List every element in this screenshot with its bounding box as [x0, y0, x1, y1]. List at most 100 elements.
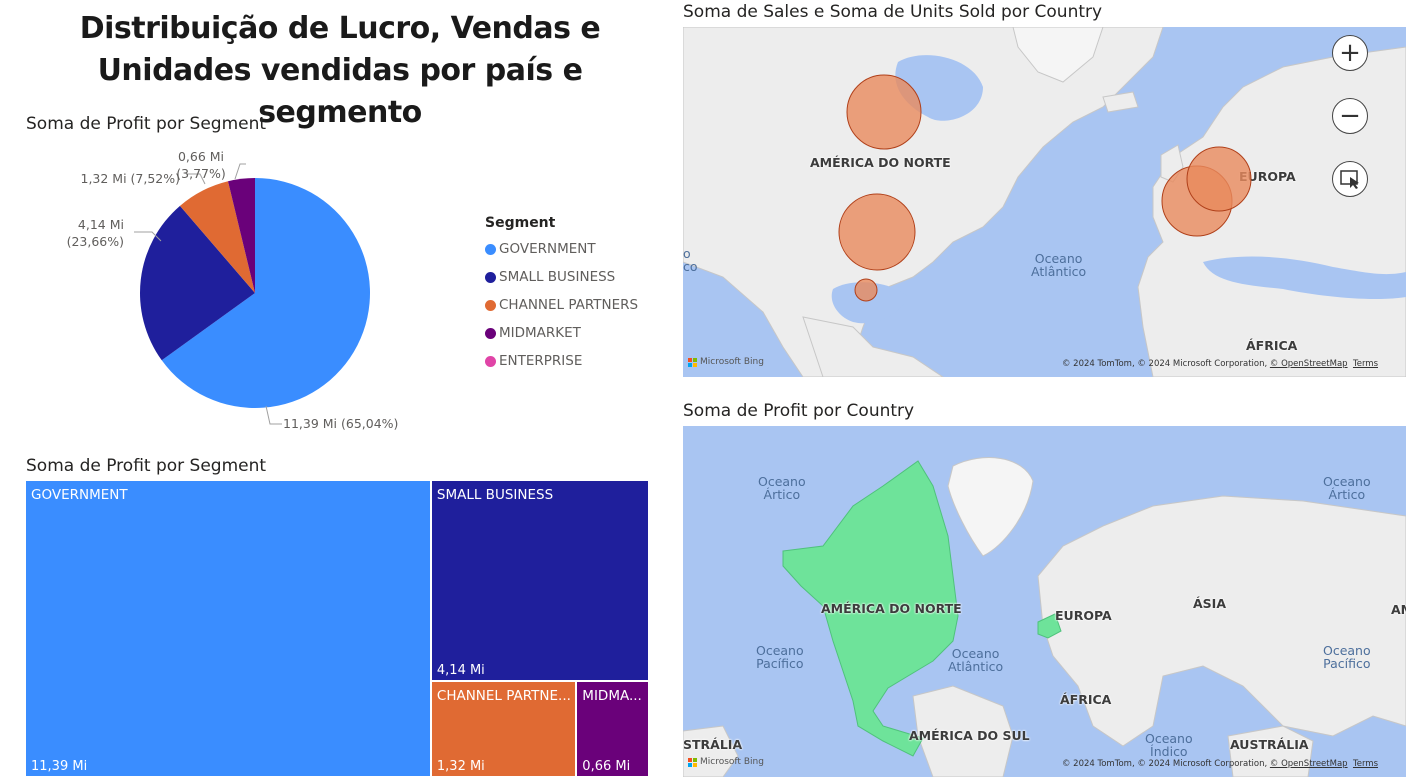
label-pacific-ocean-right: Oceano Pacífico — [1323, 643, 1371, 671]
bubble-canada — [846, 74, 922, 150]
bubble-germany — [1186, 146, 1252, 212]
iceland-land — [1102, 91, 1139, 113]
pie-slice-government[interactable] — [161, 178, 371, 408]
select-area-button[interactable] — [1332, 161, 1368, 197]
label-australia: AUSTRÁLIA — [1230, 737, 1309, 752]
data-label-small-business: 4,14 Mi (23,66%) — [67, 217, 124, 249]
label-atlantic-ocean: Oceano Atlântico — [948, 646, 1004, 674]
legend-swatch — [485, 355, 496, 367]
treemap-cell-midmarket[interactable]: MIDMA... 0,66 Mi — [576, 680, 649, 777]
leader-line-government — [265, 405, 282, 425]
europe-highlight — [1037, 613, 1062, 639]
label-south-america: AMÉRICA DO SUL — [909, 728, 1030, 743]
zoom-in-button[interactable]: + — [1332, 35, 1368, 71]
treemap-cell-value: 4,14 Mi — [436, 662, 485, 678]
zoom-out-button[interactable]: − — [1332, 98, 1368, 134]
mediterranean — [1203, 256, 1406, 300]
label-atlantic-ocean: Oceano Atlântico — [1031, 251, 1087, 279]
legend-label: MIDMARKET — [499, 325, 581, 341]
label-europe: EUROPA — [1239, 169, 1296, 184]
australia-land — [1227, 725, 1314, 777]
leader-line-midmarket — [234, 163, 246, 180]
leader-line-channel-partners — [186, 173, 206, 185]
bubble-map[interactable]: AMÉRICA DO NORTE EUROPA ÁFRICA Oceano At… — [683, 27, 1406, 377]
bing-logo: Microsoft Bing — [688, 357, 764, 367]
treemap-cell-government[interactable]: GOVERNMENT 11,39 Mi — [25, 480, 431, 777]
label-arctic-ocean-left: Oceano Ártico — [758, 474, 806, 502]
treemap[interactable]: GOVERNMENT 11,39 Mi SMALL BUSINESS 4,14 Mi C… — [25, 480, 649, 777]
microsoft-logo-icon — [688, 357, 697, 367]
legend-item-government[interactable]: GOVERNMENT — [485, 235, 638, 263]
label-asia: ÁSIA — [1193, 596, 1227, 611]
treemap-cell-label: CHANNEL PARTNE... — [436, 687, 571, 704]
treemap-cell-small-business[interactable]: SMALL BUSINESS 4,14 Mi — [430, 480, 649, 681]
terms-link[interactable]: Terms — [1352, 359, 1378, 369]
legend-label: SMALL BUSINESS — [499, 269, 616, 285]
label-indian-ocean: Oceano Índico — [1145, 731, 1193, 759]
central-america-land — [802, 316, 944, 377]
label-australia-left: STRÁLIA — [683, 737, 743, 752]
data-label-midmarket: 0,66 Mi (3,77%) — [176, 149, 225, 181]
osm-link[interactable]: © OpenStreetMap — [1269, 759, 1348, 769]
legend-title: Segment — [485, 215, 556, 231]
label-africa: ÁFRICA — [1060, 692, 1112, 707]
label-north-america: AMÉRICA DO NORTE — [821, 601, 962, 616]
bubble-mexico — [854, 278, 878, 302]
data-label-channel-partners: 1,32 Mi (7,52%) — [81, 171, 181, 186]
treemap-title: Soma de Profit por Segment — [26, 456, 267, 476]
legend-swatch — [485, 299, 496, 311]
treemap-cell-value: 1,32 Mi — [436, 758, 485, 774]
treemap-cell-channel-partners[interactable]: CHANNEL PARTNE... 1,32 Mi — [430, 680, 577, 777]
label-north-america: AMÉRICA DO NORTE — [810, 155, 951, 170]
pie-chart[interactable]: 11,39 Mi (65,04%) 4,14 Mi (23,66%) 1,32 M… — [20, 140, 460, 440]
legend-swatch — [485, 271, 496, 283]
label-europe: EUROPA — [1055, 608, 1112, 623]
terms-link[interactable]: Terms — [1352, 759, 1378, 769]
legend-label: CHANNEL PARTNERS — [499, 297, 639, 313]
legend-item-midmarket[interactable]: MIDMARKET — [485, 319, 638, 347]
label-africa: ÁFRICA — [1246, 338, 1298, 353]
label-arctic-ocean-right: Oceano Ártico — [1323, 474, 1371, 502]
greenland-land — [947, 457, 1034, 557]
bubble-usa — [838, 193, 916, 271]
legend-label: GOVERNMENT — [499, 241, 596, 257]
legend-swatch — [485, 243, 496, 255]
treemap-cell-label: GOVERNMENT — [31, 487, 128, 503]
page-title: Distribuição de Lucro, Vendas e Unidades… — [79, 11, 601, 130]
pie-slice-midmarket[interactable] — [228, 178, 255, 293]
osm-link[interactable]: © OpenStreetMap — [1269, 359, 1348, 369]
legend-item-enterprise[interactable]: ENTERPRISE — [485, 347, 638, 375]
data-label-government: 11,39 Mi (65,04%) — [283, 416, 398, 431]
treemap-cell-label: SMALL BUSINESS — [436, 487, 554, 503]
bubble-map-land — [683, 27, 1406, 377]
legend-item-small-business[interactable]: SMALL BUSINESS — [485, 263, 638, 291]
legend-item-channel-partners[interactable]: CHANNEL PARTNERS — [485, 291, 638, 319]
label-edge-right: AM — [1391, 602, 1406, 617]
legend-swatch — [485, 327, 496, 339]
greenland-land — [1012, 27, 1104, 83]
bing-logo: Microsoft Bing — [688, 757, 764, 767]
pie-legend: Segment GOVERNMENT SMALL BUSINESS CHANNEL … — [485, 215, 638, 375]
treemap-cell-label: MIDMA... — [582, 687, 642, 704]
map-attribution: © 2024 TomTom, © 2024 Microsoft Corporat… — [1061, 359, 1378, 369]
select-cursor-icon — [1340, 170, 1359, 189]
pie-slice-small-business[interactable] — [140, 205, 255, 361]
label-edge: o co — [683, 246, 698, 274]
label-pacific-ocean-left: Oceano Pacífico — [756, 643, 804, 671]
filled-map-title: Soma de Profit por Country — [683, 401, 915, 421]
north-america-highlight — [782, 460, 959, 757]
microsoft-logo-icon — [688, 757, 697, 767]
gulf-of-mexico — [831, 282, 908, 324]
bubble-map-title: Soma de Sales e Soma de Units Sold por C… — [683, 2, 1103, 22]
legend-label: ENTERPRISE — [499, 353, 583, 369]
treemap-cell-value: 11,39 Mi — [31, 759, 88, 774]
pie-chart-title: Soma de Profit por Segment — [26, 114, 267, 134]
map-attribution: © 2024 TomTom, © 2024 Microsoft Corporat… — [1061, 759, 1378, 769]
north-america-land — [683, 27, 1164, 377]
leader-line-small-business — [134, 231, 162, 242]
bubbles-layer — [838, 74, 1252, 302]
pie-slice-channel-partners[interactable] — [179, 181, 255, 293]
treemap-cell-value: 0,66 Mi — [582, 758, 631, 774]
filled-map[interactable]: AMÉRICA DO NORTE EUROPA ÁSIA ÁFRICA AMÉR… — [683, 426, 1406, 777]
filled-map-land — [683, 457, 1406, 777]
